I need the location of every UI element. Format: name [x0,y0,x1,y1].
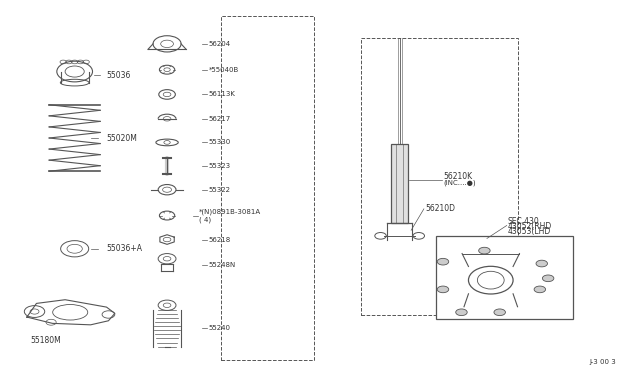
Bar [392,144,408,223]
Circle shape [456,309,467,315]
Bar [362,38,518,315]
Text: 55240: 55240 [209,325,230,331]
Bar [436,236,573,319]
Text: 56210K: 56210K [443,172,472,181]
Text: 56218: 56218 [209,237,231,243]
Text: 55036+A: 55036+A [106,244,143,253]
Circle shape [542,275,554,282]
Text: *(N)0891B-3081A
( 4): *(N)0891B-3081A ( 4) [199,209,261,222]
Circle shape [536,260,547,267]
Text: 55036: 55036 [106,71,131,80]
Text: 56217: 56217 [209,116,231,122]
Bar [221,16,314,359]
Text: (INC....●): (INC....●) [443,180,476,186]
Text: 55323: 55323 [209,163,230,169]
Circle shape [437,286,449,293]
Circle shape [534,286,545,293]
Text: *55040B: *55040B [209,67,239,73]
Text: 56204: 56204 [209,41,230,47]
Text: 43052(RHD: 43052(RHD [508,222,552,231]
Text: 55248N: 55248N [209,262,236,268]
Text: SEC.430: SEC.430 [508,217,540,225]
Text: 55322: 55322 [209,187,230,193]
Text: 43053(LHD: 43053(LHD [508,227,551,236]
Text: J-3 00 3: J-3 00 3 [589,359,616,365]
Text: 55020M: 55020M [106,134,138,142]
Text: 55330: 55330 [209,140,231,145]
Text: 56113K: 56113K [209,92,236,97]
Text: 56210D: 56210D [425,204,455,214]
Circle shape [437,259,449,265]
Circle shape [479,247,490,254]
Circle shape [494,309,506,315]
Text: 55180M: 55180M [31,336,61,345]
